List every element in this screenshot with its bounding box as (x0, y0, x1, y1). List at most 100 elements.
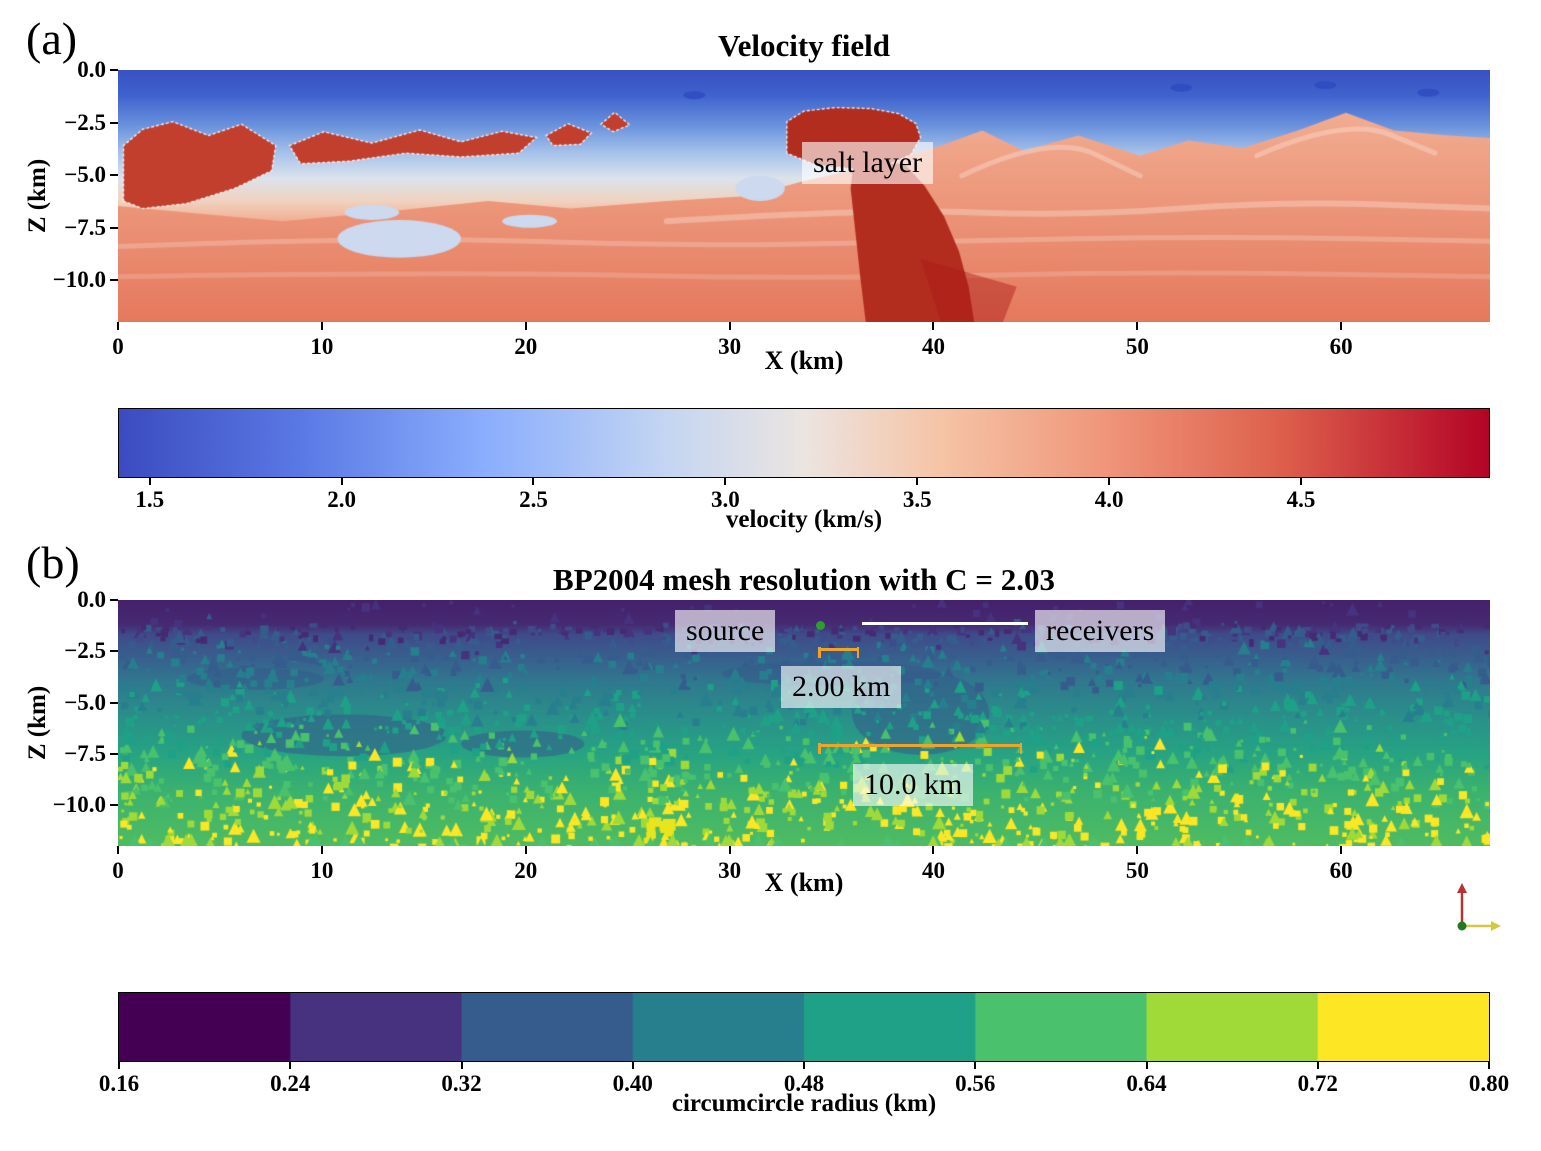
panel-b-xlabel: X (km) (764, 868, 844, 897)
source-marker (816, 621, 825, 630)
circumcircle-colorbar: 0.16 0.24 0.32 0.40 0.48 0.56 0.64 0.72 0.80 (99, 992, 1509, 1096)
panel-b-title: BP2004 mesh resolution with C = 2.03 (553, 562, 1055, 597)
colorbar-tick-label: 0.48 (783, 1071, 825, 1096)
colorbar-tick-mark (974, 1061, 977, 1069)
colorbar-tick-mark (289, 1061, 292, 1069)
y-tick-label: −5.0 (64, 162, 106, 187)
colorbar-tick-mark (724, 477, 727, 485)
colorbar-tick-label: 2.5 (519, 487, 548, 512)
scale-bar-10km-left-cap (818, 743, 821, 754)
colorbar-tick-mark (803, 1061, 805, 1069)
circumcircle-colorbar-label: circumcircle radius (km) (671, 1090, 937, 1117)
x-tick-label: 60 (1329, 858, 1353, 883)
right-axis-arrowhead-icon (1491, 921, 1501, 931)
x-tick-mark (932, 322, 935, 330)
orientation-axes-widget (1457, 883, 1501, 931)
x-tick-label: 30 (718, 334, 742, 359)
scale-bar-2km-right-cap (856, 647, 859, 658)
colorbar-tick-mark (118, 1061, 120, 1069)
circumcircle-colorbar-blocks (119, 993, 1489, 1061)
x-tick-mark (117, 322, 119, 330)
y-tick-mark (110, 650, 118, 653)
receivers-annotation: receivers (1035, 610, 1166, 652)
colorbar-tick-mark (1299, 477, 1302, 485)
x-tick-mark (728, 846, 731, 854)
x-tick-mark (320, 322, 323, 330)
y-tick-mark (110, 701, 118, 704)
mesh-resolution-plot: source receivers 2.00 km 10.0 km 0 10 20 30… (53, 587, 1490, 883)
y-tick-label: −10.0 (52, 792, 106, 817)
colorbar-tick-mark (460, 1061, 463, 1069)
colorbar-tick-label: 4.5 (1286, 487, 1316, 512)
scale-bar-2km (818, 647, 859, 658)
origin-marker-icon (1457, 921, 1467, 931)
colorbar-tick-label: 3.5 (902, 487, 932, 512)
x-tick-mark (1340, 846, 1343, 854)
colorbar-tick-label: 4.0 (1094, 487, 1124, 512)
x-tick-label: 50 (1125, 334, 1149, 359)
x-tick-mark (1136, 322, 1139, 330)
colorbar-tick-label: 0.32 (441, 1071, 482, 1096)
y-tick-mark (110, 174, 118, 176)
colorbar-tick-label: 0.64 (1126, 1071, 1167, 1096)
colorbar-tick-mark (1145, 1061, 1148, 1069)
x-tick-label: 10 (310, 858, 334, 883)
y-tick-label: −5.0 (64, 689, 106, 715)
x-tick-label: 40 (921, 334, 945, 359)
x-tick-label: 20 (514, 334, 538, 359)
source-annotation: source (675, 610, 776, 652)
panel-a-label: (a) (26, 13, 78, 64)
y-tick-label: 0.0 (77, 57, 106, 82)
y-tick-mark (110, 226, 118, 229)
receivers-line (862, 622, 1028, 625)
scale-bar-2km-left-cap (818, 647, 821, 658)
x-tick-mark (117, 846, 119, 854)
x-tick-mark (1340, 322, 1343, 330)
x-tick-label: 10 (310, 334, 334, 359)
x-tick-label: 40 (921, 858, 945, 883)
velocity-colorbar-label: velocity (km/s) (725, 506, 883, 533)
colorbar-tick-mark (1488, 1061, 1490, 1069)
x-tick-mark (932, 846, 935, 854)
up-axis-arrowhead-icon (1457, 883, 1467, 893)
x-tick-label: 0 (112, 858, 124, 883)
colorbar-tick-label: 0.80 (1468, 1071, 1510, 1096)
x-tick-label: 20 (514, 858, 538, 883)
panel-b-label: (b) (26, 537, 80, 588)
x-tick-mark (524, 322, 527, 330)
colorbar-tick-label: 3.0 (710, 487, 740, 512)
colorbar-tick-label: 0.40 (612, 1071, 653, 1096)
colorbar-tick-mark (631, 1061, 634, 1069)
y-tick-label: −7.5 (64, 740, 106, 766)
distance-10km-annotation: 10.0 km (853, 764, 974, 806)
y-tick-label: −10.0 (52, 267, 106, 292)
colorbar-tick-mark (148, 477, 151, 485)
y-tick-label: 0.0 (77, 587, 106, 612)
scale-bar-10km-right-cap (1019, 743, 1022, 754)
colorbar-tick-mark (532, 477, 535, 485)
colorbar-tick-mark (916, 477, 919, 485)
velocity-colorbar-gradient (119, 409, 1489, 477)
y-tick-label: −2.5 (64, 109, 106, 135)
velocity-field-plot: salt layer 0 10 20 30 40 50 60 0.0 −2.5 −5.0 −7.5 −… (53, 57, 1490, 359)
colorbar-tick-mark (340, 477, 343, 485)
y-tick-mark (110, 279, 118, 281)
scale-bar-10km (818, 743, 1022, 754)
y-tick-mark (110, 752, 118, 755)
panel-a-ylabel: Z (km) (24, 158, 51, 234)
colorbar-tick-label: 2.0 (327, 487, 356, 512)
x-tick-label: 50 (1125, 858, 1149, 883)
x-tick-mark (728, 322, 731, 330)
colorbar-tick-label: 0.16 (98, 1071, 140, 1096)
mesh-resolution-heatmap (118, 600, 1490, 846)
y-tick-mark (110, 804, 118, 806)
colorbar-tick-label: 0.24 (270, 1071, 311, 1096)
panel-a-title: Velocity field (718, 28, 890, 63)
y-tick-mark (110, 69, 118, 71)
y-tick-mark (110, 599, 118, 601)
x-tick-mark (1136, 846, 1139, 854)
x-tick-mark (524, 846, 527, 854)
y-tick-label: −2.5 (64, 638, 106, 664)
velocity-colorbar: 1.5 2.0 2.5 3.0 3.5 4.0 4.5 (118, 408, 1490, 512)
y-tick-mark (110, 121, 118, 124)
